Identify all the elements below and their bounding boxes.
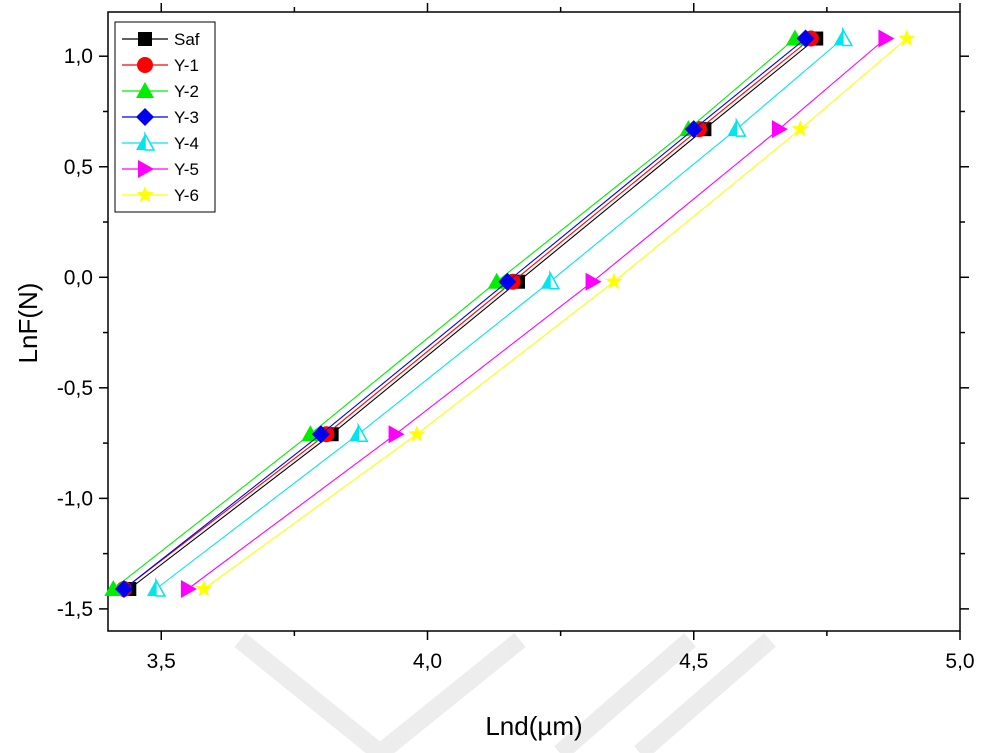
legend-label: Y-4 <box>174 134 199 153</box>
data-point <box>349 422 369 442</box>
data-point <box>540 269 561 290</box>
data-point <box>301 425 320 442</box>
legend-marker <box>138 32 152 46</box>
data-point <box>388 425 405 444</box>
legend-marker <box>136 186 154 203</box>
data-point <box>114 579 133 598</box>
data-point <box>878 29 895 48</box>
data-point <box>785 29 804 46</box>
legend-item: Y-3 <box>122 108 199 127</box>
x-tick-labels: 3,5 4,0 4,5 5,0 <box>147 650 975 673</box>
x-tick-label: 4,5 <box>679 650 708 673</box>
legend-marker <box>136 82 154 98</box>
data-point <box>585 272 602 291</box>
data-point <box>487 272 506 289</box>
series-line <box>123 38 806 590</box>
data-point <box>898 29 916 46</box>
y-tick-label: -0,5 <box>57 377 93 400</box>
data-point <box>104 579 123 596</box>
legend-marker <box>136 108 154 126</box>
legend-marker <box>136 131 156 151</box>
series-Y-6 <box>195 29 916 597</box>
y-tick-label: 1,0 <box>64 45 93 68</box>
data-point <box>791 120 809 137</box>
series-Y-4 <box>146 26 854 597</box>
x-tick-label: 4,0 <box>413 650 442 673</box>
series-Y-3 <box>114 29 815 598</box>
legend-item: Y-6 <box>122 186 199 205</box>
data-point <box>146 577 167 597</box>
legend-item: Y-2 <box>122 82 199 101</box>
data-point <box>833 26 854 47</box>
y-tick-label: 0,5 <box>64 156 93 179</box>
data-point <box>180 579 197 598</box>
series-line <box>203 38 908 590</box>
data-point <box>408 425 426 442</box>
y-tick-labels: 1,0 0,5 0,0 -0,5 -1,0 -1,5 <box>57 45 93 621</box>
data-point <box>684 120 703 139</box>
y-tick-label: -1,0 <box>57 487 93 510</box>
legend-label: Y-5 <box>174 160 199 179</box>
legend: Saf Y-1 Y-2 Y-3 Y-4 Y-5 Y-6 <box>114 21 216 213</box>
legend-label: Y-1 <box>174 56 199 75</box>
y-axis-title: LnF(N) <box>13 283 43 364</box>
data-point <box>195 580 213 597</box>
y-tick-label: -1,5 <box>57 598 93 621</box>
series-Y-5 <box>180 29 895 598</box>
legend-label: Saf <box>174 30 200 49</box>
data-point <box>796 29 815 48</box>
ticks-layer <box>99 3 969 640</box>
data-point <box>605 272 623 289</box>
series-line <box>187 38 886 590</box>
legend-item: Saf <box>122 30 200 49</box>
series-layer <box>104 26 916 598</box>
x-axis-title: Lnd(µm) <box>485 711 582 741</box>
legend-item: Y-4 <box>122 131 199 153</box>
x-tick-label: 5,0 <box>945 650 974 673</box>
legend-label: Y-2 <box>174 82 199 101</box>
legend-label: Y-3 <box>174 108 199 127</box>
legend-item: Y-5 <box>122 160 199 179</box>
data-point <box>498 272 517 291</box>
data-point <box>312 425 330 444</box>
watermark <box>234 632 776 753</box>
plot-frame <box>107 11 961 632</box>
legend-marker <box>138 160 154 178</box>
data-point <box>727 117 747 137</box>
x-tick-label: 3,5 <box>147 650 176 673</box>
data-point <box>771 120 788 139</box>
legend-item: Y-1 <box>122 56 199 75</box>
legend-marker <box>137 57 153 73</box>
legend-label: Y-6 <box>174 186 199 205</box>
series-line <box>155 38 844 590</box>
y-tick-label: 0,0 <box>64 266 93 289</box>
series-line <box>112 38 796 590</box>
